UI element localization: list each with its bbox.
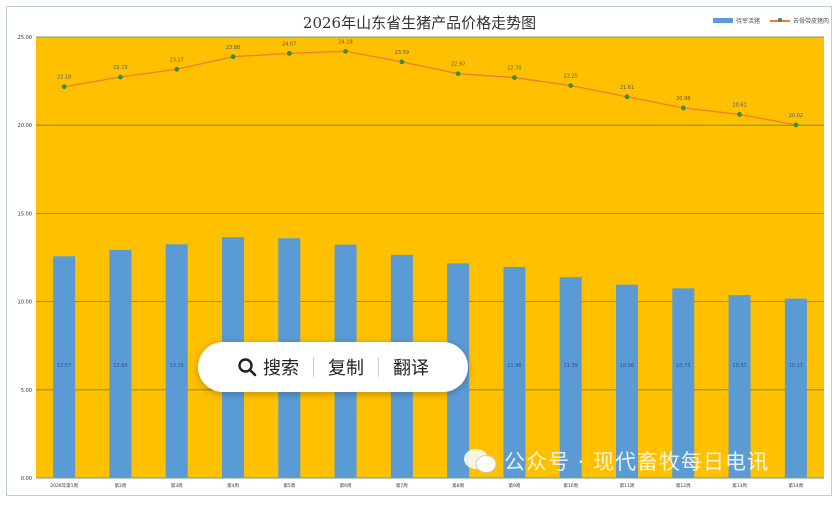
line-data-label: 24.19 [338, 39, 352, 45]
x-tick-label: 第4周 [227, 482, 239, 489]
line-data-label: 22.73 [113, 65, 127, 71]
line-data-label: 20.02 [789, 113, 803, 119]
line-point [399, 59, 405, 65]
bar-data-label: 11.39 [564, 363, 578, 369]
legend-swatch-line [769, 18, 790, 22]
line-data-label: 22.70 [507, 66, 521, 72]
line-point [174, 66, 180, 72]
x-tick-label: 第13周 [732, 482, 747, 489]
line-data-label: 23.17 [170, 57, 184, 63]
line-data-label: 23.88 [226, 45, 240, 51]
y-tick-label: 0.00 [21, 476, 32, 482]
plot-area [36, 37, 824, 478]
line-point [61, 84, 67, 90]
line-layer [61, 48, 799, 128]
legend-item-bar: 待宰活猪 [712, 16, 760, 25]
y-tick-label: 15.00 [18, 211, 32, 217]
x-tick-label: 第6周 [340, 482, 352, 489]
y-tick-label: 5.00 [21, 388, 32, 394]
x-tick-label: 第12周 [676, 482, 691, 489]
line-point [230, 54, 236, 60]
copy-button[interactable]: 复制 [328, 358, 364, 379]
x-tick-label: 第5周 [283, 482, 295, 489]
translate-button[interactable]: 翻译 [393, 358, 429, 379]
line-point [624, 94, 630, 100]
bar-data-label: 10.17 [789, 363, 803, 369]
line-point [118, 74, 123, 80]
y-tick-label: 25.00 [18, 35, 32, 41]
bar [616, 284, 638, 478]
legend-label-bar: 待宰活猪 [735, 18, 760, 25]
line-data-label: 23.59 [395, 50, 409, 56]
bar-data-label: 11.96 [507, 363, 521, 369]
watermark-text: 公众号 · 现代畜牧每日电讯 [504, 450, 770, 474]
x-tick-label: 第7周 [396, 482, 408, 489]
x-tick-label: 2026年第1周 [50, 482, 78, 489]
line-data-label: 22.25 [564, 74, 578, 80]
line-point [286, 51, 292, 56]
line-point [512, 75, 517, 80]
y-tick-label: 10.00 [18, 300, 32, 306]
bar [559, 277, 582, 478]
x-tick-label: 第2周 [114, 482, 126, 489]
search-button[interactable]: 搜索 [263, 358, 299, 379]
legend-marker-dot [777, 18, 782, 22]
x-tick-label: 第3周 [171, 482, 183, 489]
bar [672, 288, 695, 478]
series-line [64, 50, 796, 126]
label-layer: 12.57 12.93 13.25 11.96 11.39 10.96 10.75 10.37… [57, 39, 803, 369]
bar [165, 244, 188, 478]
x-tick-label: 第9周 [508, 482, 520, 489]
line-data-label: 22.18 [57, 75, 71, 81]
bar-data-label: 10.75 [676, 363, 690, 369]
separator [313, 357, 314, 377]
bar [784, 298, 807, 478]
line-data-label: 21.61 [620, 85, 634, 91]
line-data-label: 20.98 [676, 96, 690, 102]
bar [53, 256, 76, 478]
line-point [455, 71, 461, 77]
bar-data-label: 10.96 [620, 363, 634, 369]
wechat-icon [464, 449, 497, 473]
bar-layer [53, 237, 807, 478]
axis-layer: 0.00 5.00 10.00 15.00 20.00 25.00 2026年第1周 第2周 第… [18, 35, 804, 489]
watermark: 公众号 · 现代畜牧每日电讯 [462, 446, 769, 476]
x-tick-label: 第11周 [620, 482, 635, 489]
bar-data-label: 10.37 [732, 363, 746, 369]
search-icon[interactable] [237, 357, 257, 377]
legend-swatch-bar [712, 18, 733, 23]
legend-label-line: 去骨带皮猪肉 [792, 18, 829, 25]
line-point [568, 83, 574, 88]
y-tick-label: 20.00 [18, 123, 32, 129]
separator [378, 357, 379, 377]
legend-item-line: 去骨带皮猪肉 [769, 16, 829, 25]
line-data-label: 22.92 [451, 62, 465, 68]
bar-data-label: 12.57 [57, 363, 71, 369]
bar [109, 249, 132, 478]
line-data-label: 20.61 [732, 102, 746, 108]
line-point [343, 48, 348, 54]
line-point [737, 112, 742, 117]
text-selection-popup: 搜索 复制 翻译 [198, 342, 468, 392]
line-data-label: 24.07 [282, 41, 296, 47]
bar [503, 267, 526, 478]
x-tick-label: 第10周 [563, 482, 578, 489]
bar-data-label: 12.93 [113, 363, 127, 369]
legend: 待宰活猪 去骨带皮猪肉 [712, 16, 829, 25]
chart-title: 2026年山东省生猪产品价格走势图 [302, 14, 537, 32]
line-point [680, 105, 686, 111]
bar-data-label: 13.25 [170, 363, 184, 369]
x-tick-label: 第14周 [788, 482, 803, 489]
x-tick-label: 第8周 [452, 482, 464, 489]
bar [728, 295, 751, 478]
line-point [793, 122, 799, 128]
